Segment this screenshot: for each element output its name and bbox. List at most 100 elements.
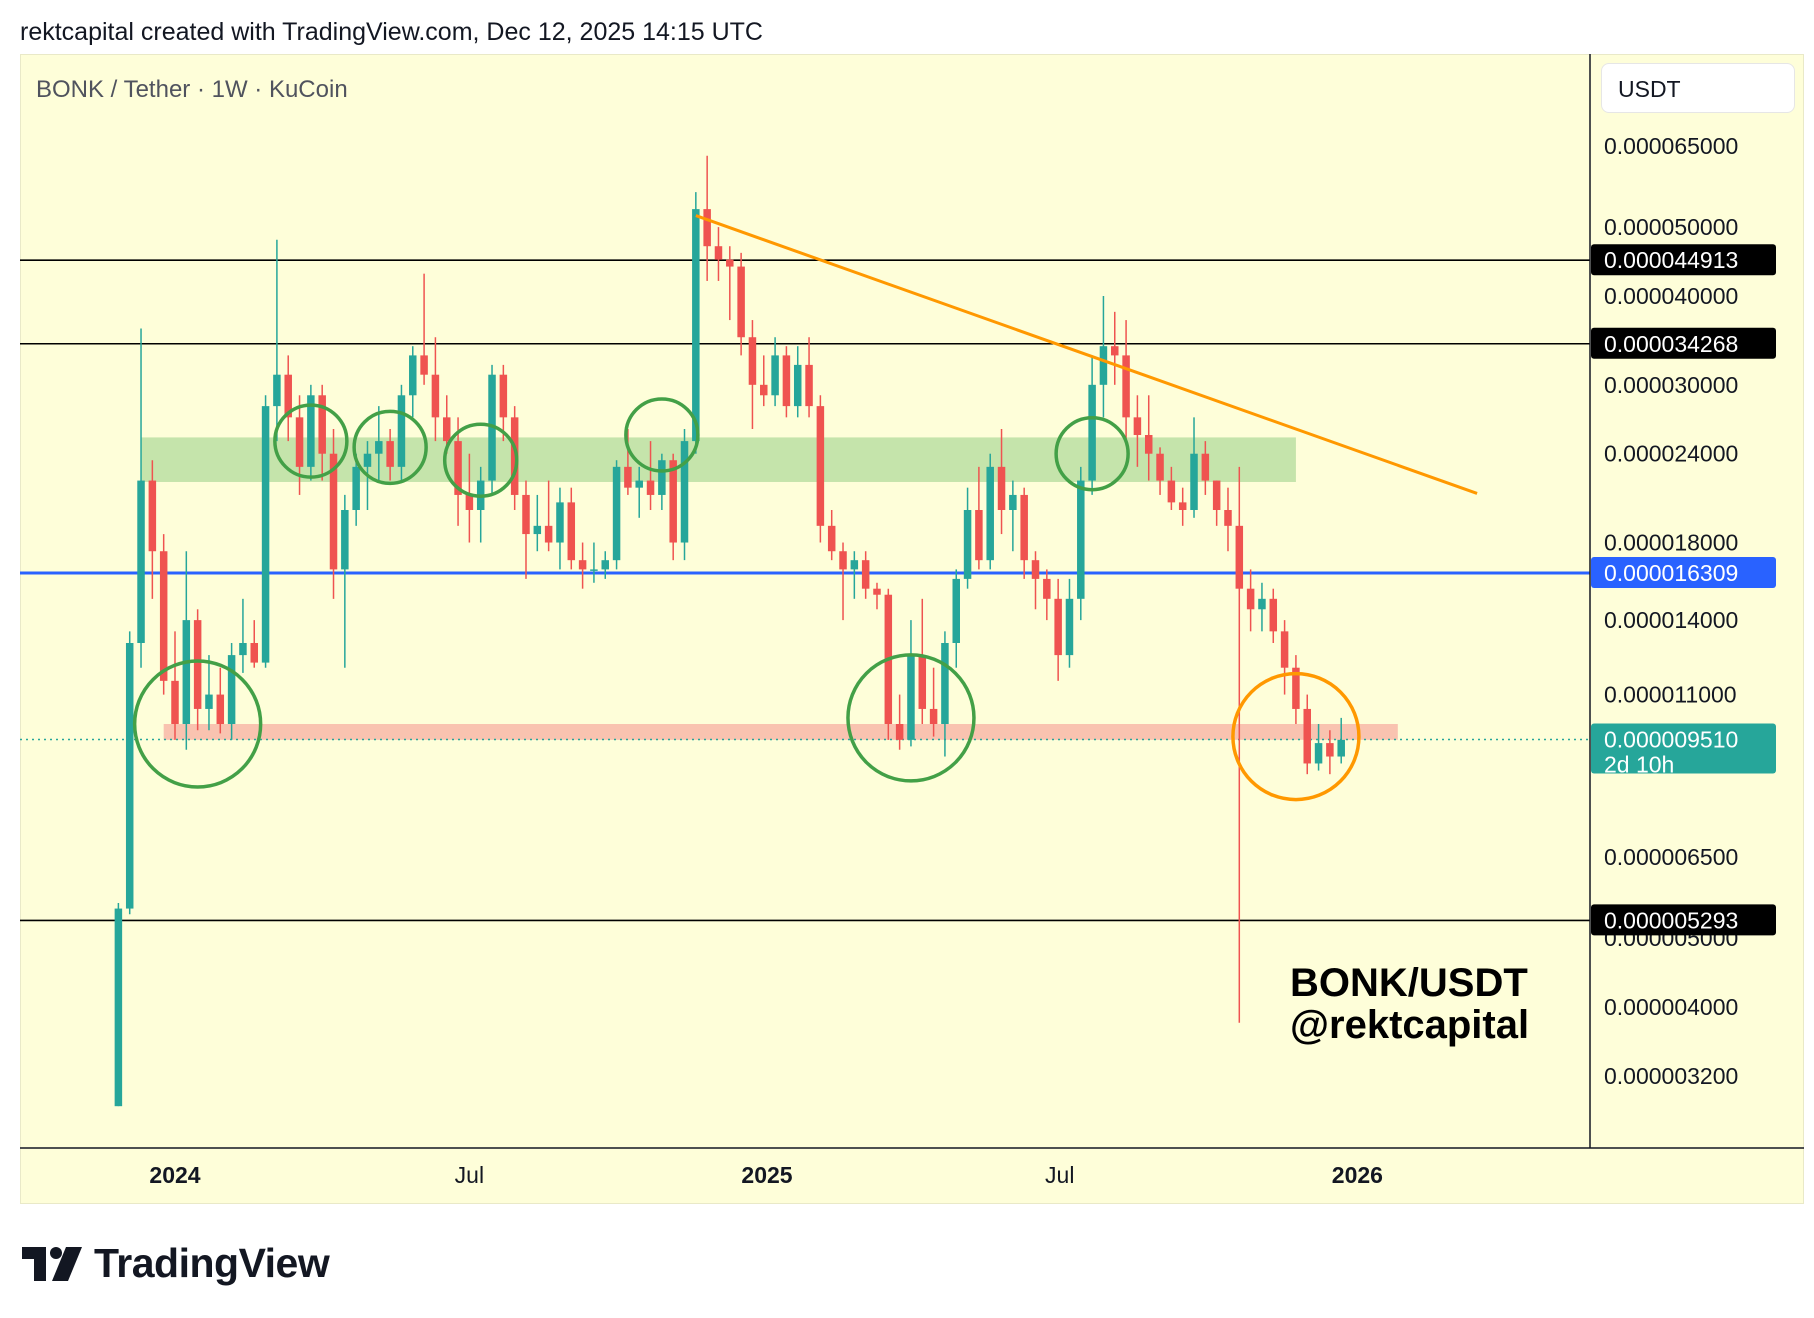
- candle-body: [1167, 480, 1176, 503]
- candle-body: [499, 374, 508, 418]
- currency-selector[interactable]: USDT: [1601, 63, 1795, 113]
- candle-body: [1178, 502, 1187, 510]
- candle-body: [250, 642, 259, 663]
- candle-body: [929, 708, 938, 724]
- candle-body: [1099, 346, 1108, 385]
- green-highlight-circle: [442, 422, 519, 498]
- candle-body: [1235, 525, 1244, 589]
- candle-body: [1020, 494, 1028, 561]
- candle-body: [397, 395, 406, 467]
- candle-body: [997, 466, 1006, 510]
- candle-body: [442, 417, 451, 442]
- candle-body: [1337, 739, 1345, 757]
- y-axis-tick-label: 0.000014000: [1604, 607, 1738, 633]
- candle-body: [284, 374, 292, 418]
- price-tag-value: 0.000044913: [1604, 247, 1738, 273]
- axes-layer: 0.0000800000.0000650000.0000500000.00004…: [20, 54, 1804, 1188]
- price-labels-layer: 0.000044913 0.000034268 0.000016309 0.00000…: [1591, 244, 1776, 936]
- candle-body: [352, 466, 360, 510]
- candle-body: [669, 460, 677, 543]
- candle-body: [1156, 453, 1164, 481]
- candle-body: [1065, 598, 1074, 656]
- candle-body: [1133, 417, 1142, 435]
- descending-trendline: [695, 214, 1478, 495]
- candle-body: [986, 466, 994, 561]
- candle-body: [703, 209, 711, 247]
- price-tag-bg: [1591, 327, 1776, 359]
- price-tag-value: 0.000005293: [1604, 907, 1738, 933]
- orange-highlight-circle: [1231, 671, 1361, 802]
- candle-body: [1111, 346, 1119, 356]
- candle-body: [363, 453, 372, 467]
- candle-body: [601, 560, 610, 570]
- candle-body: [1224, 510, 1232, 526]
- candle-body: [1246, 588, 1255, 610]
- candle-body: [182, 620, 191, 724]
- candle-body: [148, 480, 157, 552]
- candle-body: [952, 578, 960, 643]
- candle-body: [816, 406, 825, 526]
- candle-body: [1201, 453, 1210, 481]
- y-axis-tick-label: 0.000003200: [1604, 1063, 1738, 1089]
- candle-body: [1269, 598, 1278, 632]
- candle-body: [567, 502, 576, 561]
- candle-body: [375, 441, 383, 454]
- candle-body: [1054, 598, 1062, 656]
- candle-body: [227, 655, 236, 724]
- zones-layer: [141, 437, 1398, 740]
- candle-body: [409, 355, 417, 396]
- tradingview-wordmark: TradingView: [94, 1240, 330, 1286]
- candle-body: [510, 417, 519, 495]
- candle-body: [975, 510, 983, 561]
- candle-body: [1303, 708, 1311, 764]
- green-highlight-circle: [352, 409, 428, 486]
- candle-body: [635, 480, 643, 488]
- candle-body: [1009, 494, 1017, 510]
- y-axis-tick-label: 0.000065000: [1604, 133, 1738, 159]
- x-axis-tick-label: Jul: [455, 1162, 484, 1188]
- candle-body: [907, 655, 915, 740]
- candle-body: [839, 551, 847, 570]
- candle-body: [861, 560, 870, 589]
- y-axis-tick-label: 0.000030000: [1604, 372, 1738, 398]
- candle-body: [873, 588, 881, 595]
- candle-body: [590, 569, 598, 571]
- candle-body: [963, 510, 972, 579]
- price-tag-value: 0.000016309: [1604, 560, 1738, 586]
- red-zone: [163, 724, 1398, 740]
- candle-body: [748, 337, 757, 385]
- chart-frame[interactable]: [20, 54, 1804, 1204]
- green-highlight-circle: [846, 653, 976, 783]
- x-axis-tick-label: Jul: [1045, 1162, 1074, 1188]
- candle-body: [692, 209, 700, 442]
- candle-body: [612, 466, 621, 561]
- candle-body: [726, 259, 734, 267]
- candle-body: [1043, 578, 1051, 599]
- green-highlight-circle: [132, 659, 263, 789]
- candle-body: [556, 502, 564, 543]
- tradingview-brand[interactable]: TradingView: [22, 1240, 330, 1287]
- candle-body: [1088, 384, 1096, 481]
- candles-layer: [114, 155, 1345, 1107]
- candle-body: [646, 480, 655, 495]
- candle-body: [895, 724, 904, 740]
- y-axis-tick-label: 0.000004000: [1604, 994, 1738, 1020]
- candle-body: [193, 620, 202, 709]
- candle-body: [941, 642, 949, 724]
- symbol-title[interactable]: BONK / Tether · 1W · KuCoin: [36, 76, 348, 103]
- candle-body: [1122, 355, 1130, 418]
- candle-body: [1292, 667, 1300, 709]
- candle-body: [680, 441, 689, 543]
- x-axis-tick-label: 2026: [1332, 1162, 1383, 1188]
- candle-body: [1031, 560, 1040, 579]
- chart-attribution-header: rektcapital created with TradingView.com…: [20, 18, 763, 46]
- candle-body: [805, 364, 813, 407]
- price-tag-value: 0.000034268: [1604, 331, 1738, 357]
- candle-body: [760, 384, 768, 396]
- candle-body: [329, 453, 338, 570]
- candle-body: [1144, 434, 1153, 454]
- candle-body: [273, 374, 281, 407]
- candle-body: [827, 525, 836, 552]
- candle-body: [793, 364, 802, 407]
